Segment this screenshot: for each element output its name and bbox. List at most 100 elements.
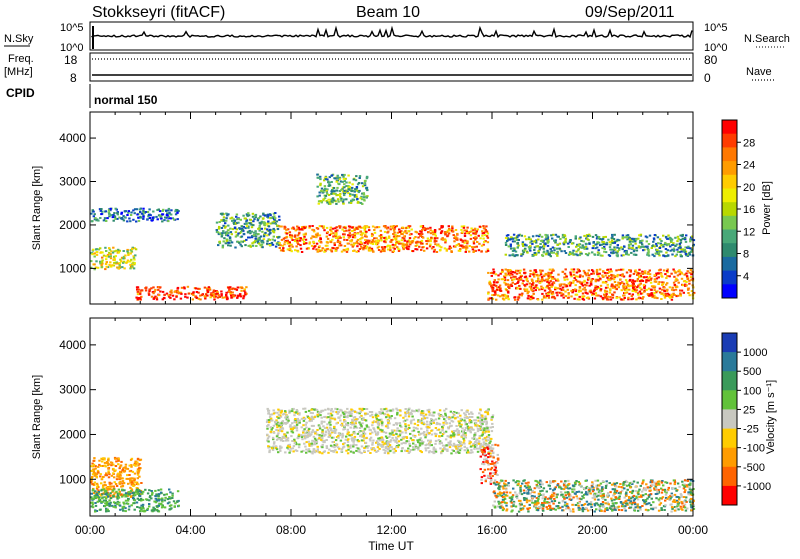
echo-cell [505,297,507,299]
echo-cell [380,240,382,242]
echo-cell [622,287,624,289]
echo-cell [513,250,515,252]
echo-cell [324,197,326,199]
echo-cell [316,195,318,197]
echo-cell [574,288,576,290]
echo-cell [321,225,323,227]
echo-cell [601,244,603,246]
echo-cell [118,252,120,254]
echo-cell [319,195,321,197]
echo-cell [285,237,287,239]
echo-cell [96,483,98,485]
echo-cell [134,254,136,256]
echo-cell [541,278,543,280]
echo-cell [137,293,139,295]
echo-cell [255,214,257,216]
echo-cell [411,416,413,418]
echo-cell [313,425,315,427]
echo-cell [640,246,642,248]
echo-cell [491,288,493,290]
echo-cell [648,255,650,257]
echo-cell [387,410,389,412]
echo-cell [446,231,448,233]
echo-cell [312,241,314,243]
echo-cell [679,290,681,292]
echo-cell [317,248,319,250]
echo-cell [529,298,531,300]
echo-cell [353,229,355,231]
echo-cell [473,242,475,244]
echo-cell [269,244,271,246]
echo-cell [90,502,92,504]
echo-cell [640,234,642,236]
echo-cell [328,182,330,184]
echo-cell [284,451,286,453]
echo-cell [354,233,356,235]
echo-cell [637,294,639,296]
echo-cell [680,251,682,253]
echo-cell [141,507,143,509]
echo-cell [542,287,544,289]
echo-cell [201,294,203,296]
echo-cell [355,196,357,198]
echo-cell [532,297,534,299]
echo-cell [366,189,368,191]
echo-cell [537,245,539,247]
echo-cell [523,284,525,286]
echo-cell [367,450,369,452]
echo-cell [94,482,96,484]
echo-cell [568,297,570,299]
echo-cell [401,450,403,452]
echo-cell [197,288,199,290]
echo-cell [476,448,478,450]
echo-cell [398,430,400,432]
echo-cell [497,294,499,296]
echo-cell [158,503,160,505]
echo-cell [630,285,632,287]
echo-cell [328,201,330,203]
echo-cell [491,275,493,277]
echo-cell [425,414,427,416]
echo-cell [303,243,305,245]
echo-cell [671,289,673,291]
echo-cell [330,193,332,195]
echo-cell [660,240,662,242]
echo-cell [405,408,407,410]
echo-cell [426,429,428,431]
echo-cell [244,244,246,246]
echo-cell [463,440,465,442]
echo-cell [611,284,613,286]
echo-cell [591,251,593,253]
echo-cell [674,272,676,274]
echo-cell [225,220,227,222]
echo-cell [660,298,662,300]
echo-cell [331,174,333,176]
echo-cell [275,223,277,225]
echo-cell [297,234,299,236]
echo-cell [618,269,620,271]
echo-cell [412,250,414,252]
echo-cell [142,210,144,212]
echo-cell [588,269,590,271]
echo-cell [92,483,94,485]
echo-cell [416,231,418,233]
echo-cell [662,283,664,285]
echo-cell [93,215,95,217]
colorbar-segment [722,134,737,148]
echo-cell [241,287,243,289]
echo-cell [482,238,484,240]
echo-cell [162,506,164,508]
echo-cell [262,213,264,215]
echo-cell [166,214,168,216]
echo-cell [312,450,314,452]
echo-cell [396,241,398,243]
echo-cell [556,294,558,296]
echo-cell [98,464,100,466]
echo-cell [600,285,602,287]
echo-cell [274,217,276,219]
echo-cell [115,465,117,467]
echo-cell [610,268,612,270]
echo-cell [625,253,627,255]
echo-cell [509,239,511,241]
echo-cell [566,278,568,280]
